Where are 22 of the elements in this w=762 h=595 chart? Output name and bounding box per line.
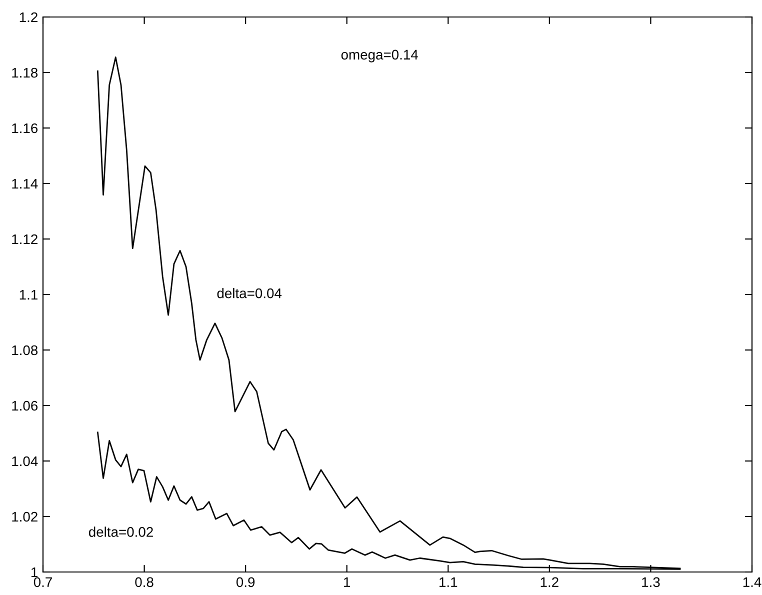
y-tick-label: 1.14	[12, 178, 38, 189]
x-tick-label: 1.3	[642, 577, 660, 588]
x-tick-label: 1.4	[743, 577, 762, 587]
x-tick-label: 0.9	[236, 577, 255, 588]
x-tick-label: 0.7	[34, 577, 52, 588]
x-tick-label: 1	[344, 577, 350, 587]
y-tick-label: 1.1	[20, 290, 38, 300]
y-tick-label: 1.04	[12, 456, 38, 466]
series-label: delta=0.04	[217, 288, 282, 298]
y-tick-label: 1.16	[12, 123, 38, 134]
y-tick-label: 1.2	[20, 12, 38, 22]
annotation: omega=0.14	[341, 50, 418, 62]
y-tick-label: 1.08	[12, 345, 38, 356]
x-tick-label: 1.1	[440, 577, 458, 587]
y-tick-label: 1.06	[12, 400, 38, 411]
y-tick-label: 1	[31, 567, 38, 578]
series-label: delta=0.02	[88, 526, 153, 537]
y-tick-label: 1.12	[12, 234, 38, 244]
x-tick-label: 1.2	[540, 577, 558, 587]
x-tick-label: 0.8	[135, 577, 154, 588]
y-tick-label: 1.18	[12, 68, 38, 78]
y-tick-label: 1.02	[12, 512, 38, 522]
